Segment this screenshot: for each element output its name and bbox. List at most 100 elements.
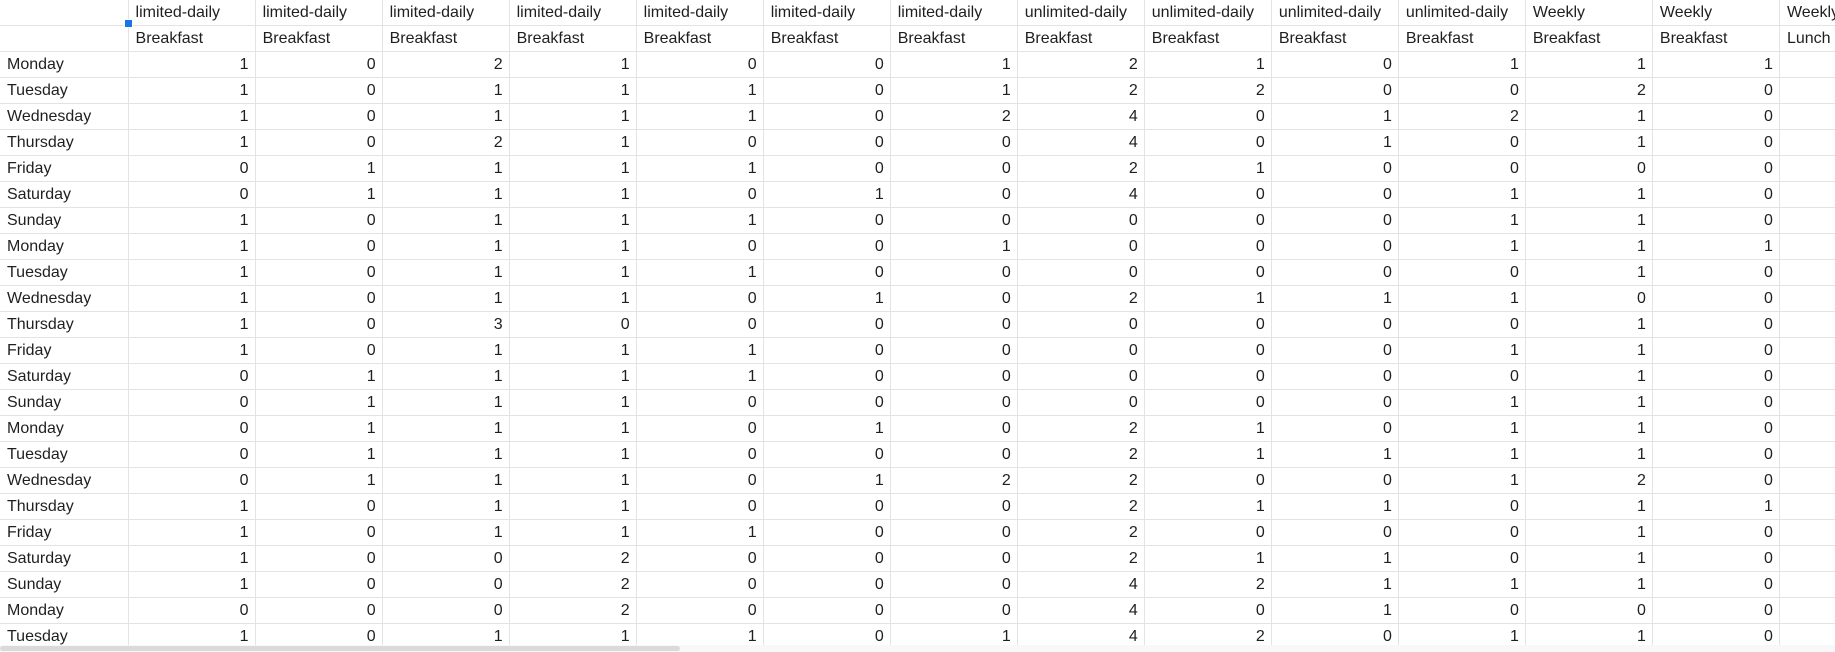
- value-cell[interactable]: 0: [890, 285, 1018, 312]
- value-cell[interactable]: 0: [636, 493, 764, 520]
- value-cell[interactable]: 1: [128, 519, 256, 546]
- value-cell[interactable]: 1: [509, 155, 637, 182]
- value-cell[interactable]: 1: [255, 389, 383, 416]
- value-cell[interactable]: 0: [1144, 103, 1272, 130]
- value-cell[interactable]: 0: [255, 337, 383, 364]
- value-cell[interactable]: 2: [509, 571, 637, 598]
- value-cell[interactable]: 0: [128, 415, 256, 442]
- value-cell[interactable]: 0: [1525, 597, 1653, 624]
- value-cell[interactable]: 0: [1398, 259, 1526, 286]
- value-cell[interactable]: 0: [1652, 129, 1780, 156]
- value-cell[interactable]: 1: [1525, 103, 1653, 130]
- empty-cell[interactable]: [1779, 155, 1835, 182]
- value-cell[interactable]: 1: [1144, 493, 1272, 520]
- value-cell[interactable]: 0: [890, 571, 1018, 598]
- value-cell[interactable]: 1: [636, 207, 764, 234]
- value-cell[interactable]: 0: [1652, 363, 1780, 390]
- value-cell[interactable]: 0: [890, 415, 1018, 442]
- header-cell[interactable]: limited-daily: [255, 0, 383, 26]
- value-cell[interactable]: 0: [763, 259, 891, 286]
- value-cell[interactable]: 2: [1017, 415, 1145, 442]
- value-cell[interactable]: 0: [1271, 77, 1399, 104]
- value-cell[interactable]: 1: [636, 259, 764, 286]
- empty-cell[interactable]: [1779, 467, 1835, 494]
- value-cell[interactable]: 1: [1525, 233, 1653, 260]
- value-cell[interactable]: 1: [382, 259, 510, 286]
- value-cell[interactable]: 1: [509, 103, 637, 130]
- day-cell[interactable]: Tuesday: [0, 441, 129, 468]
- header-cell[interactable]: Breakfast: [382, 25, 510, 52]
- value-cell[interactable]: 0: [255, 493, 383, 520]
- value-cell[interactable]: 1: [382, 155, 510, 182]
- header-cell[interactable]: Breakfast: [1144, 25, 1272, 52]
- value-cell[interactable]: 0: [1652, 415, 1780, 442]
- header-cell[interactable]: Lunch: [1779, 25, 1835, 52]
- day-cell[interactable]: Sunday: [0, 571, 129, 598]
- value-cell[interactable]: 0: [763, 233, 891, 260]
- value-cell[interactable]: 3: [382, 311, 510, 338]
- value-cell[interactable]: 1: [1271, 103, 1399, 130]
- value-cell[interactable]: 4: [1017, 597, 1145, 624]
- value-cell[interactable]: 0: [1271, 259, 1399, 286]
- value-cell[interactable]: 2: [1017, 285, 1145, 312]
- scrollbar-thumb[interactable]: [0, 646, 680, 651]
- value-cell[interactable]: 0: [763, 571, 891, 598]
- empty-cell[interactable]: [1779, 389, 1835, 416]
- value-cell[interactable]: 1: [382, 103, 510, 130]
- value-cell[interactable]: 1: [382, 467, 510, 494]
- value-cell[interactable]: 1: [1398, 441, 1526, 468]
- day-cell[interactable]: Wednesday: [0, 103, 129, 130]
- value-cell[interactable]: 0: [1144, 389, 1272, 416]
- header-cell[interactable]: Breakfast: [1525, 25, 1653, 52]
- value-cell[interactable]: 1: [509, 129, 637, 156]
- value-cell[interactable]: 0: [255, 103, 383, 130]
- day-cell[interactable]: Friday: [0, 155, 129, 182]
- value-cell[interactable]: 0: [255, 77, 383, 104]
- value-cell[interactable]: 1: [1144, 155, 1272, 182]
- value-cell[interactable]: 2: [1144, 623, 1272, 645]
- value-cell[interactable]: 1: [382, 285, 510, 312]
- value-cell[interactable]: 0: [890, 545, 1018, 572]
- header-cell[interactable]: Breakfast: [1017, 25, 1145, 52]
- value-cell[interactable]: 2: [1017, 441, 1145, 468]
- value-cell[interactable]: 1: [636, 519, 764, 546]
- value-cell[interactable]: 0: [1398, 597, 1526, 624]
- value-cell[interactable]: 0: [763, 519, 891, 546]
- value-cell[interactable]: 1: [128, 129, 256, 156]
- value-cell[interactable]: 0: [763, 441, 891, 468]
- value-cell[interactable]: 0: [763, 311, 891, 338]
- empty-cell[interactable]: [1779, 285, 1835, 312]
- value-cell[interactable]: 0: [255, 233, 383, 260]
- day-cell[interactable]: Monday: [0, 597, 129, 624]
- value-cell[interactable]: 0: [763, 103, 891, 130]
- value-cell[interactable]: 1: [1398, 571, 1526, 598]
- value-cell[interactable]: 1: [128, 545, 256, 572]
- value-cell[interactable]: 2: [1144, 77, 1272, 104]
- value-cell[interactable]: 0: [1398, 77, 1526, 104]
- value-cell[interactable]: 0: [1398, 311, 1526, 338]
- value-cell[interactable]: 1: [1398, 51, 1526, 78]
- value-cell[interactable]: 1: [1525, 51, 1653, 78]
- value-cell[interactable]: 1: [382, 519, 510, 546]
- value-cell[interactable]: 0: [1398, 155, 1526, 182]
- value-cell[interactable]: 0: [636, 571, 764, 598]
- header-cell[interactable]: limited-daily: [636, 0, 764, 26]
- value-cell[interactable]: 0: [1144, 311, 1272, 338]
- value-cell[interactable]: 1: [382, 415, 510, 442]
- value-cell[interactable]: 1: [509, 441, 637, 468]
- value-cell[interactable]: 2: [1525, 77, 1653, 104]
- value-cell[interactable]: 0: [1271, 415, 1399, 442]
- empty-cell[interactable]: [1779, 597, 1835, 624]
- value-cell[interactable]: 2: [1017, 51, 1145, 78]
- value-cell[interactable]: 2: [1017, 77, 1145, 104]
- value-cell[interactable]: 0: [636, 467, 764, 494]
- value-cell[interactable]: 1: [890, 51, 1018, 78]
- value-cell[interactable]: 1: [1525, 415, 1653, 442]
- value-cell[interactable]: 1: [636, 623, 764, 645]
- day-cell[interactable]: Sunday: [0, 389, 129, 416]
- header-cell[interactable]: limited-daily: [509, 0, 637, 26]
- value-cell[interactable]: 1: [763, 467, 891, 494]
- value-cell[interactable]: 1: [509, 467, 637, 494]
- value-cell[interactable]: 0: [1652, 467, 1780, 494]
- value-cell[interactable]: 2: [1017, 155, 1145, 182]
